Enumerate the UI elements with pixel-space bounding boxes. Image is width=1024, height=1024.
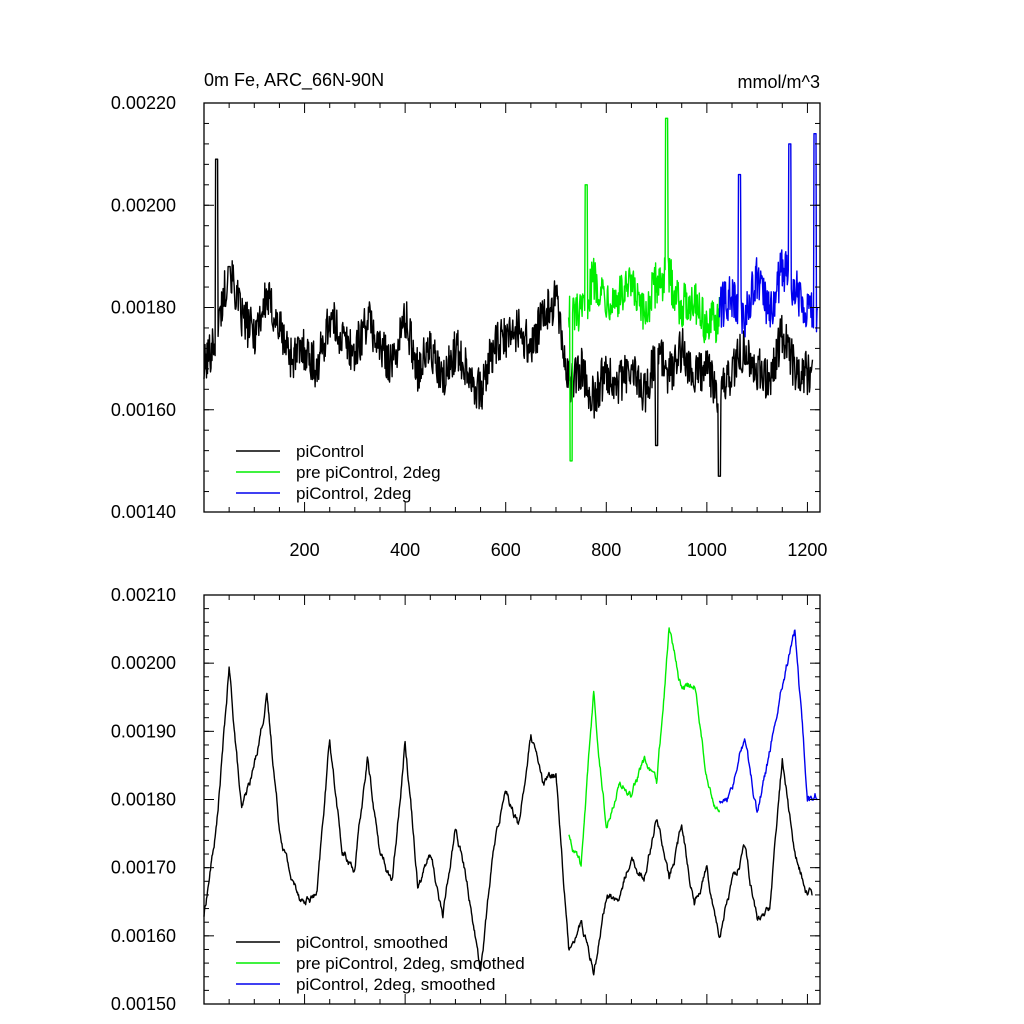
y-tick-label: 0.00170 (111, 858, 176, 878)
y-tick-label: 0.00210 (111, 585, 176, 605)
y-tick-label: 0.00200 (111, 653, 176, 673)
x-tick-label: 1200 (787, 540, 827, 560)
legend: piControl, smoothed pre piControl, 2deg, … (236, 933, 525, 994)
legend-label: pre piControl, 2deg (296, 463, 441, 482)
units-label: mmol/m^3 (738, 72, 820, 92)
legend-label: piControl, smoothed (296, 933, 448, 952)
y-tick-label: 0.00140 (111, 502, 176, 522)
series-line-picontrol-smoothed (203, 666, 813, 976)
series-line-picontrol-2deg-smoothed (718, 629, 819, 813)
series-line-picontrol (203, 158, 814, 477)
series-lines (203, 117, 819, 477)
chart-title: 0m Fe, ARC_66N-90N (204, 70, 384, 91)
top-panel: 0m Fe, ARC_66N-90N mmol/m^3 0.001400.001… (111, 70, 828, 560)
tick-labels: 0.00150 0.00160 0.00170 0.00180 0.00190 0.002… (111, 585, 176, 1014)
legend-label: piControl, 2deg, smoothed (296, 975, 495, 994)
y-tick-label: 0.00160 (111, 400, 176, 420)
y-tick-label: 0.00190 (111, 721, 176, 741)
bottom-panel: 0.00150 0.00160 0.00170 0.00180 0.00190 0.002… (111, 585, 821, 1014)
legend-label: piControl, 2deg (296, 484, 411, 503)
x-tick-label: 1000 (687, 540, 727, 560)
y-tick-label: 0.00220 (111, 93, 176, 113)
legend-label: pre piControl, 2deg, smoothed (296, 954, 525, 973)
axis-ticks (204, 594, 820, 1005)
series-line-pre-picontrol-2deg (567, 117, 721, 462)
x-tick-label: 400 (390, 540, 420, 560)
series-lines (203, 627, 819, 976)
tick-labels: 0.00140 0.00160 0.00180 0.00200 0.00220 200 40… (111, 93, 828, 560)
y-tick-label: 0.00180 (111, 790, 176, 810)
x-tick-label: 800 (591, 540, 621, 560)
y-tick-label: 0.00150 (111, 994, 176, 1014)
axis-ticks (204, 102, 820, 513)
x-tick-label: 600 (491, 540, 521, 560)
legend-label: piControl (296, 442, 364, 461)
series-line-picontrol-2deg (718, 132, 819, 338)
y-tick-label: 0.00160 (111, 926, 176, 946)
series-line-pre-picontrol-2deg-smoothed (568, 627, 721, 867)
y-tick-label: 0.00180 (111, 298, 176, 318)
x-tick-label: 200 (290, 540, 320, 560)
y-tick-label: 0.00200 (111, 195, 176, 215)
legend: piControl pre piControl, 2deg piControl, 2… (236, 442, 441, 503)
